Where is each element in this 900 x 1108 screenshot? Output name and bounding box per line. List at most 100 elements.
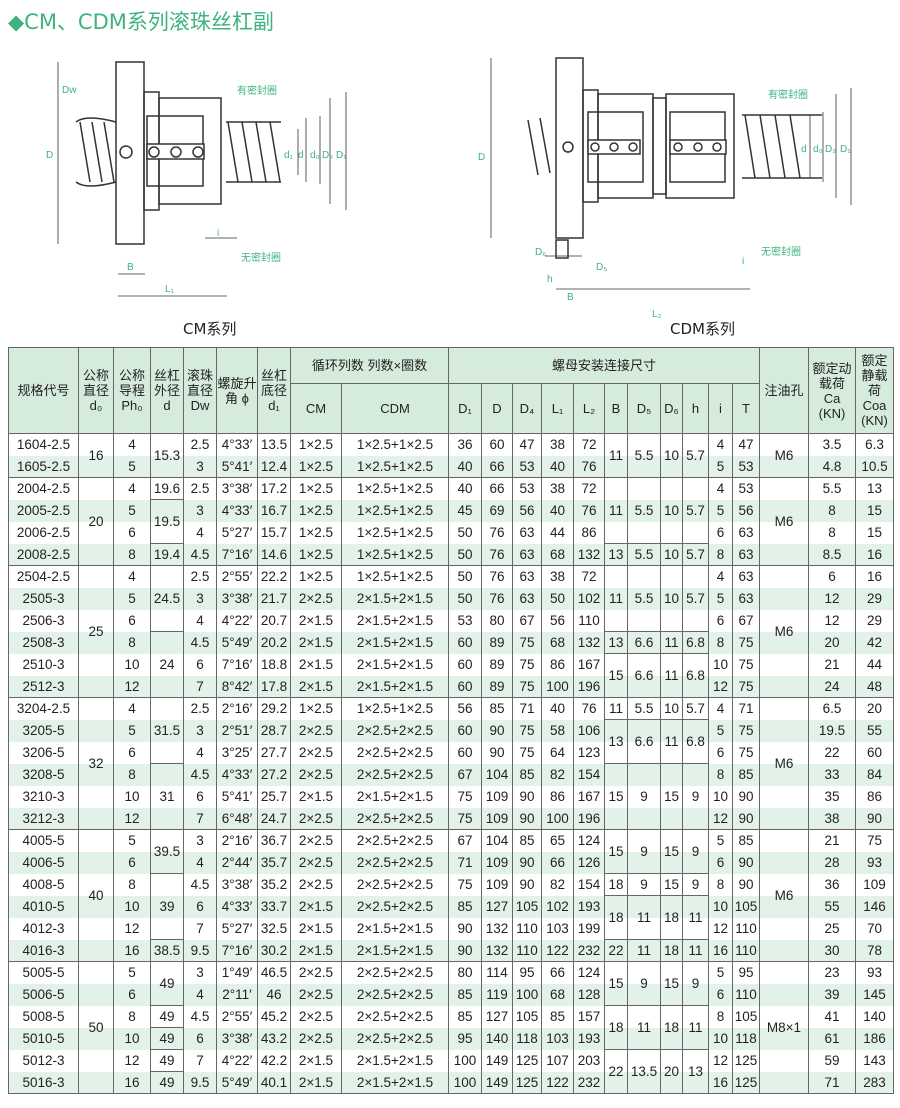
cell-T: 63	[732, 543, 760, 566]
cell-B: 18	[604, 895, 628, 940]
cell-L1: 68	[541, 631, 574, 654]
cell-spec: 2506-3	[8, 609, 79, 632]
cell-oil: M6	[759, 829, 809, 962]
cell-B: 15	[604, 829, 628, 874]
cell-D4: 75	[512, 741, 542, 764]
cell-phi: 6°48′	[216, 807, 258, 830]
cell-d1: 33.7	[257, 895, 291, 918]
cell-oil: M6	[759, 433, 809, 478]
cell-D1: 60	[448, 719, 482, 742]
cell-T: 67	[732, 609, 760, 632]
cell-ph0: 4	[113, 565, 151, 588]
cell-d1: 24.7	[257, 807, 291, 830]
header-phi: 螺旋升角 ϕ	[216, 347, 258, 434]
cell-ph0: 6	[113, 521, 151, 544]
cell-coa: 20	[855, 697, 894, 720]
cell-D: 76	[481, 587, 513, 610]
header-ca: 额定动载荷 Ca (KN)	[808, 347, 856, 434]
cell-spec: 4005-5	[8, 829, 79, 852]
cell-dw: 2.5	[183, 433, 217, 456]
cell-d1: 12.4	[257, 455, 291, 478]
cell-phi: 4°33′	[216, 895, 258, 918]
cell-D5: 5.5	[627, 697, 661, 720]
cell-d1: 35.7	[257, 851, 291, 874]
cell-T: 75	[732, 675, 760, 698]
cell-L2: 167	[573, 653, 605, 676]
cell-d: 15.3	[150, 433, 184, 478]
cell-D1: 75	[448, 873, 482, 896]
cm-label-seal-without: 无密封圈	[241, 251, 281, 264]
cell-L1: 56	[541, 609, 574, 632]
cell-cdm: 1×2.5+1×2.5	[341, 565, 449, 588]
cell-cdm: 2×1.5+2×1.5	[341, 785, 449, 808]
cdm-label-D2: D₂	[825, 144, 836, 155]
cell-ca: 33	[808, 763, 856, 786]
cdm-label-seal-without: 无密封圈	[761, 245, 801, 258]
cell-L2: 132	[573, 543, 605, 566]
cell-B: 13	[604, 543, 628, 566]
cell-T: 63	[732, 587, 760, 610]
cell-cdm: 2×1.5+2×1.5	[341, 939, 449, 962]
cell-T: 56	[732, 499, 760, 522]
cell-D4: 125	[512, 1049, 542, 1072]
cell-h: 6.8	[682, 653, 709, 698]
cell-spec: 4010-5	[8, 895, 79, 918]
cell-B: 18	[604, 1005, 628, 1050]
cell-ph0: 10	[113, 1027, 151, 1050]
cell-dw: 4	[183, 521, 217, 544]
cell-cm: 2×2.5	[290, 873, 342, 896]
cell-phi: 1°49′	[216, 961, 258, 984]
table-row: 4016-3 16 38.5 9.5 7°16′ 30.2 2×1.5 2×1.5+2×1.5…	[8, 939, 894, 962]
cell-D4: 85	[512, 763, 542, 786]
cell-phi: 3°38′	[216, 873, 258, 896]
cell-L1: 68	[541, 543, 574, 566]
cell-spec: 2504-2.5	[8, 565, 79, 588]
cell-ph0: 8	[113, 631, 151, 654]
cell-d1: 30.2	[257, 939, 291, 962]
header-D1: D₁	[448, 383, 482, 434]
cell-L2: 154	[573, 763, 605, 786]
cell-ph0: 4	[113, 477, 151, 500]
cell-D: 149	[481, 1071, 513, 1094]
cell-spec: 5012-3	[8, 1049, 79, 1072]
cell-d: 19.5	[150, 499, 184, 544]
cell-D1: 95	[448, 1027, 482, 1050]
cell-phi: 7°16′	[216, 939, 258, 962]
cell-spec: 5016-3	[8, 1071, 79, 1094]
cell-d1: 17.2	[257, 477, 291, 500]
cell-i: 5	[708, 719, 733, 742]
cell-ph0: 12	[113, 1049, 151, 1072]
cell-i: 8	[708, 1005, 733, 1028]
cell-B: 11	[604, 565, 628, 632]
cell-D1: 50	[448, 543, 482, 566]
cell-L2: 193	[573, 895, 605, 918]
header-cycle: 循环列数 列数×圈数	[290, 347, 449, 384]
cell-L1: 38	[541, 565, 574, 588]
cell-L2: 154	[573, 873, 605, 896]
cell-coa: 44	[855, 653, 894, 676]
cell-D6: 11	[660, 653, 683, 698]
header-d1: 丝杠底径 d₁	[257, 347, 291, 434]
cell-D1: 80	[448, 961, 482, 984]
cell-phi: 7°16′	[216, 653, 258, 676]
cell-D5: 6.6	[627, 719, 661, 764]
cell-L2: 106	[573, 719, 605, 742]
cell-D4: 63	[512, 521, 542, 544]
cell-L1: 66	[541, 851, 574, 874]
cell-L2: 232	[573, 1071, 605, 1094]
cell-D6: 11	[660, 631, 683, 654]
cell-D: 89	[481, 675, 513, 698]
cell-coa: 48	[855, 675, 894, 698]
cell-phi: 4°33′	[216, 763, 258, 786]
cell-i: 10	[708, 895, 733, 918]
cell-coa: 16	[855, 565, 894, 588]
cell-phi: 7°16′	[216, 543, 258, 566]
cell-ca: 25	[808, 917, 856, 940]
cell-D6: 18	[660, 1005, 683, 1050]
cell-L1: 40	[541, 697, 574, 720]
cell-ca: 8	[808, 521, 856, 544]
cell-d1: 36.7	[257, 829, 291, 852]
cell-L2: 72	[573, 477, 605, 500]
cell-T: 71	[732, 697, 760, 720]
cell-B: 15	[604, 961, 628, 1006]
